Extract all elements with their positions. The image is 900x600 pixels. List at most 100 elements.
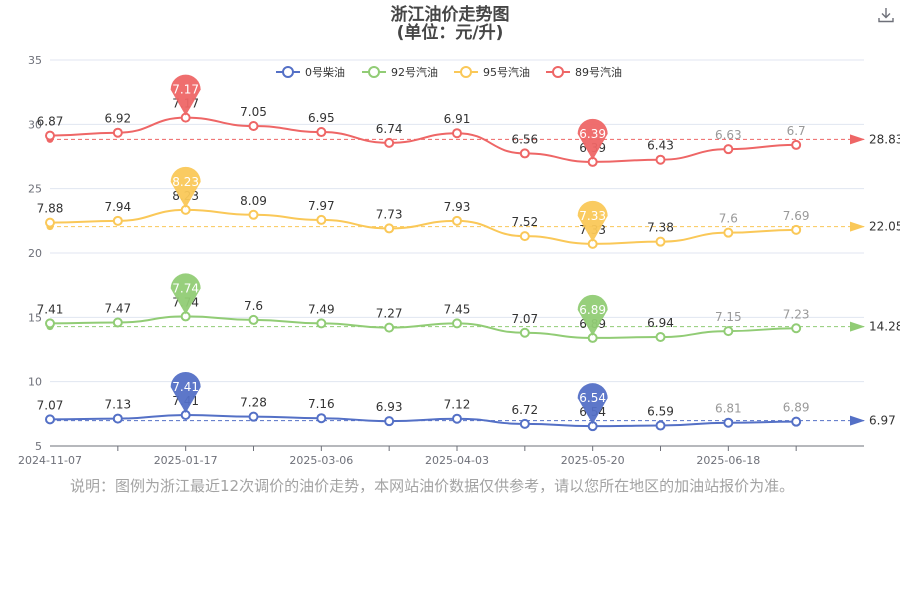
pin-label: 7.33 [579, 209, 606, 223]
pin-shape [170, 74, 201, 116]
y-tick-label: 20 [28, 247, 42, 260]
axes: 5 10 15 20 25 30 35 2024-11-07 2025-01-17 2025-03… [18, 54, 864, 467]
pin-shape [577, 383, 608, 425]
pin-label: 7.41 [172, 380, 199, 394]
data-point [452, 413, 462, 424]
pin-label: 8.23 [172, 175, 199, 189]
pin-shape [170, 371, 201, 413]
data-label: 6.74 [376, 122, 403, 136]
data-label: 7.97 [308, 199, 335, 213]
y-tick-label: 15 [28, 311, 42, 324]
data-label: 7.07 [511, 312, 538, 326]
x-tick-label: 2025-01-17 [154, 454, 218, 467]
x-tick-label: 2025-04-03 [425, 454, 489, 467]
y-tick-label: 5 [35, 440, 42, 453]
marker-pin: 7.41 [170, 371, 201, 413]
data-point [248, 121, 259, 132]
data-label: 7.52 [511, 215, 538, 229]
data-point [316, 214, 327, 225]
data-label: 7.6 [719, 212, 738, 226]
pin-shape [577, 200, 608, 242]
data-point [791, 139, 802, 150]
data-point [519, 148, 530, 159]
legend-item[interactable]: 89号汽油 [546, 65, 622, 79]
data-point [655, 420, 666, 431]
marker-pin: 8.23 [170, 166, 201, 208]
data-label: 7.93 [444, 200, 471, 214]
marker-pin: 7.33 [577, 200, 608, 242]
series-group [45, 112, 865, 167]
y-tick-label: 10 [28, 376, 42, 389]
data-label: 7.16 [308, 397, 335, 411]
y-tick-label: 35 [28, 54, 42, 67]
data-point [723, 144, 734, 155]
average-value-label: 28.83 [869, 132, 900, 146]
series-line [49, 208, 797, 245]
data-label: 7.15 [715, 310, 742, 324]
data-point [45, 318, 55, 329]
data-point [452, 215, 462, 226]
pin-label: 7.17 [172, 83, 199, 97]
chart-subtitle: (单位：元/升) [397, 22, 504, 43]
data-label: 7.47 [104, 301, 131, 315]
data-point [723, 326, 734, 337]
data-point [723, 227, 734, 238]
pins-layer: 7.41 6.54 7.74 6.89 8.23 7.33 7.17 6.39 [170, 74, 608, 425]
data-label: 6.7 [787, 124, 806, 138]
data-point [248, 314, 259, 325]
data-label: 6.95 [308, 111, 335, 125]
pin-shape [170, 166, 201, 208]
data-label: 7.49 [308, 302, 335, 316]
pin-shape [170, 273, 201, 315]
average-value-label: 14.28 [869, 320, 900, 334]
series-group [45, 311, 865, 343]
data-point [316, 413, 327, 424]
data-label: 6.72 [511, 403, 538, 417]
pin-label: 6.89 [579, 303, 606, 317]
pin-label: 7.74 [172, 281, 199, 295]
data-point [655, 154, 666, 165]
series-group [45, 409, 865, 432]
average-value-label: 22.05 [869, 220, 900, 234]
legend-label: 89号汽油 [575, 65, 622, 79]
download-icon[interactable] [877, 6, 895, 24]
legend-item[interactable]: 95号汽油 [454, 65, 530, 79]
x-tick-label: 2024-11-07 [18, 454, 82, 467]
legend-item[interactable]: 0号柴油 [276, 65, 345, 79]
data-label: 7.13 [104, 398, 131, 412]
data-label: 7.45 [444, 302, 471, 316]
series-line [49, 315, 797, 339]
data-point [655, 332, 666, 343]
chart-note: 说明：图例为浙江最近12次调价的油价走势，本网站油价数据仅供参考，请以您所在地区… [70, 477, 795, 495]
data-label: 6.81 [715, 402, 742, 416]
legend-label: 0号柴油 [305, 65, 345, 79]
legend-label: 92号汽油 [391, 65, 438, 79]
y-tick-label: 25 [28, 183, 42, 196]
average-line-arrow [850, 415, 865, 426]
legend[interactable]: 0号柴油 92号汽油 95号汽油 89号汽油 [276, 65, 622, 79]
chart-title: 浙江油价走势图 [391, 4, 510, 25]
data-label: 6.92 [104, 112, 131, 126]
data-point [384, 322, 395, 333]
data-point [112, 317, 123, 328]
marker-pin: 6.54 [577, 383, 608, 425]
data-point [316, 127, 327, 138]
legend-marker [460, 66, 472, 78]
series-group [45, 204, 865, 249]
data-label: 6.87 [37, 115, 64, 129]
data-point [45, 130, 55, 141]
data-label: 7.12 [444, 398, 471, 412]
y-tick-label: 30 [28, 118, 42, 131]
data-label: 7.6 [244, 299, 263, 313]
data-point [316, 318, 327, 329]
data-point [384, 137, 395, 148]
data-point [112, 127, 123, 138]
legend-marker [552, 66, 564, 78]
x-tick-label: 2025-05-20 [561, 454, 625, 467]
data-point [384, 416, 395, 427]
average-value-label: 6.97 [869, 414, 896, 428]
data-label: 7.41 [37, 302, 64, 316]
data-point [519, 327, 530, 338]
legend-item[interactable]: 92号汽油 [362, 65, 438, 79]
